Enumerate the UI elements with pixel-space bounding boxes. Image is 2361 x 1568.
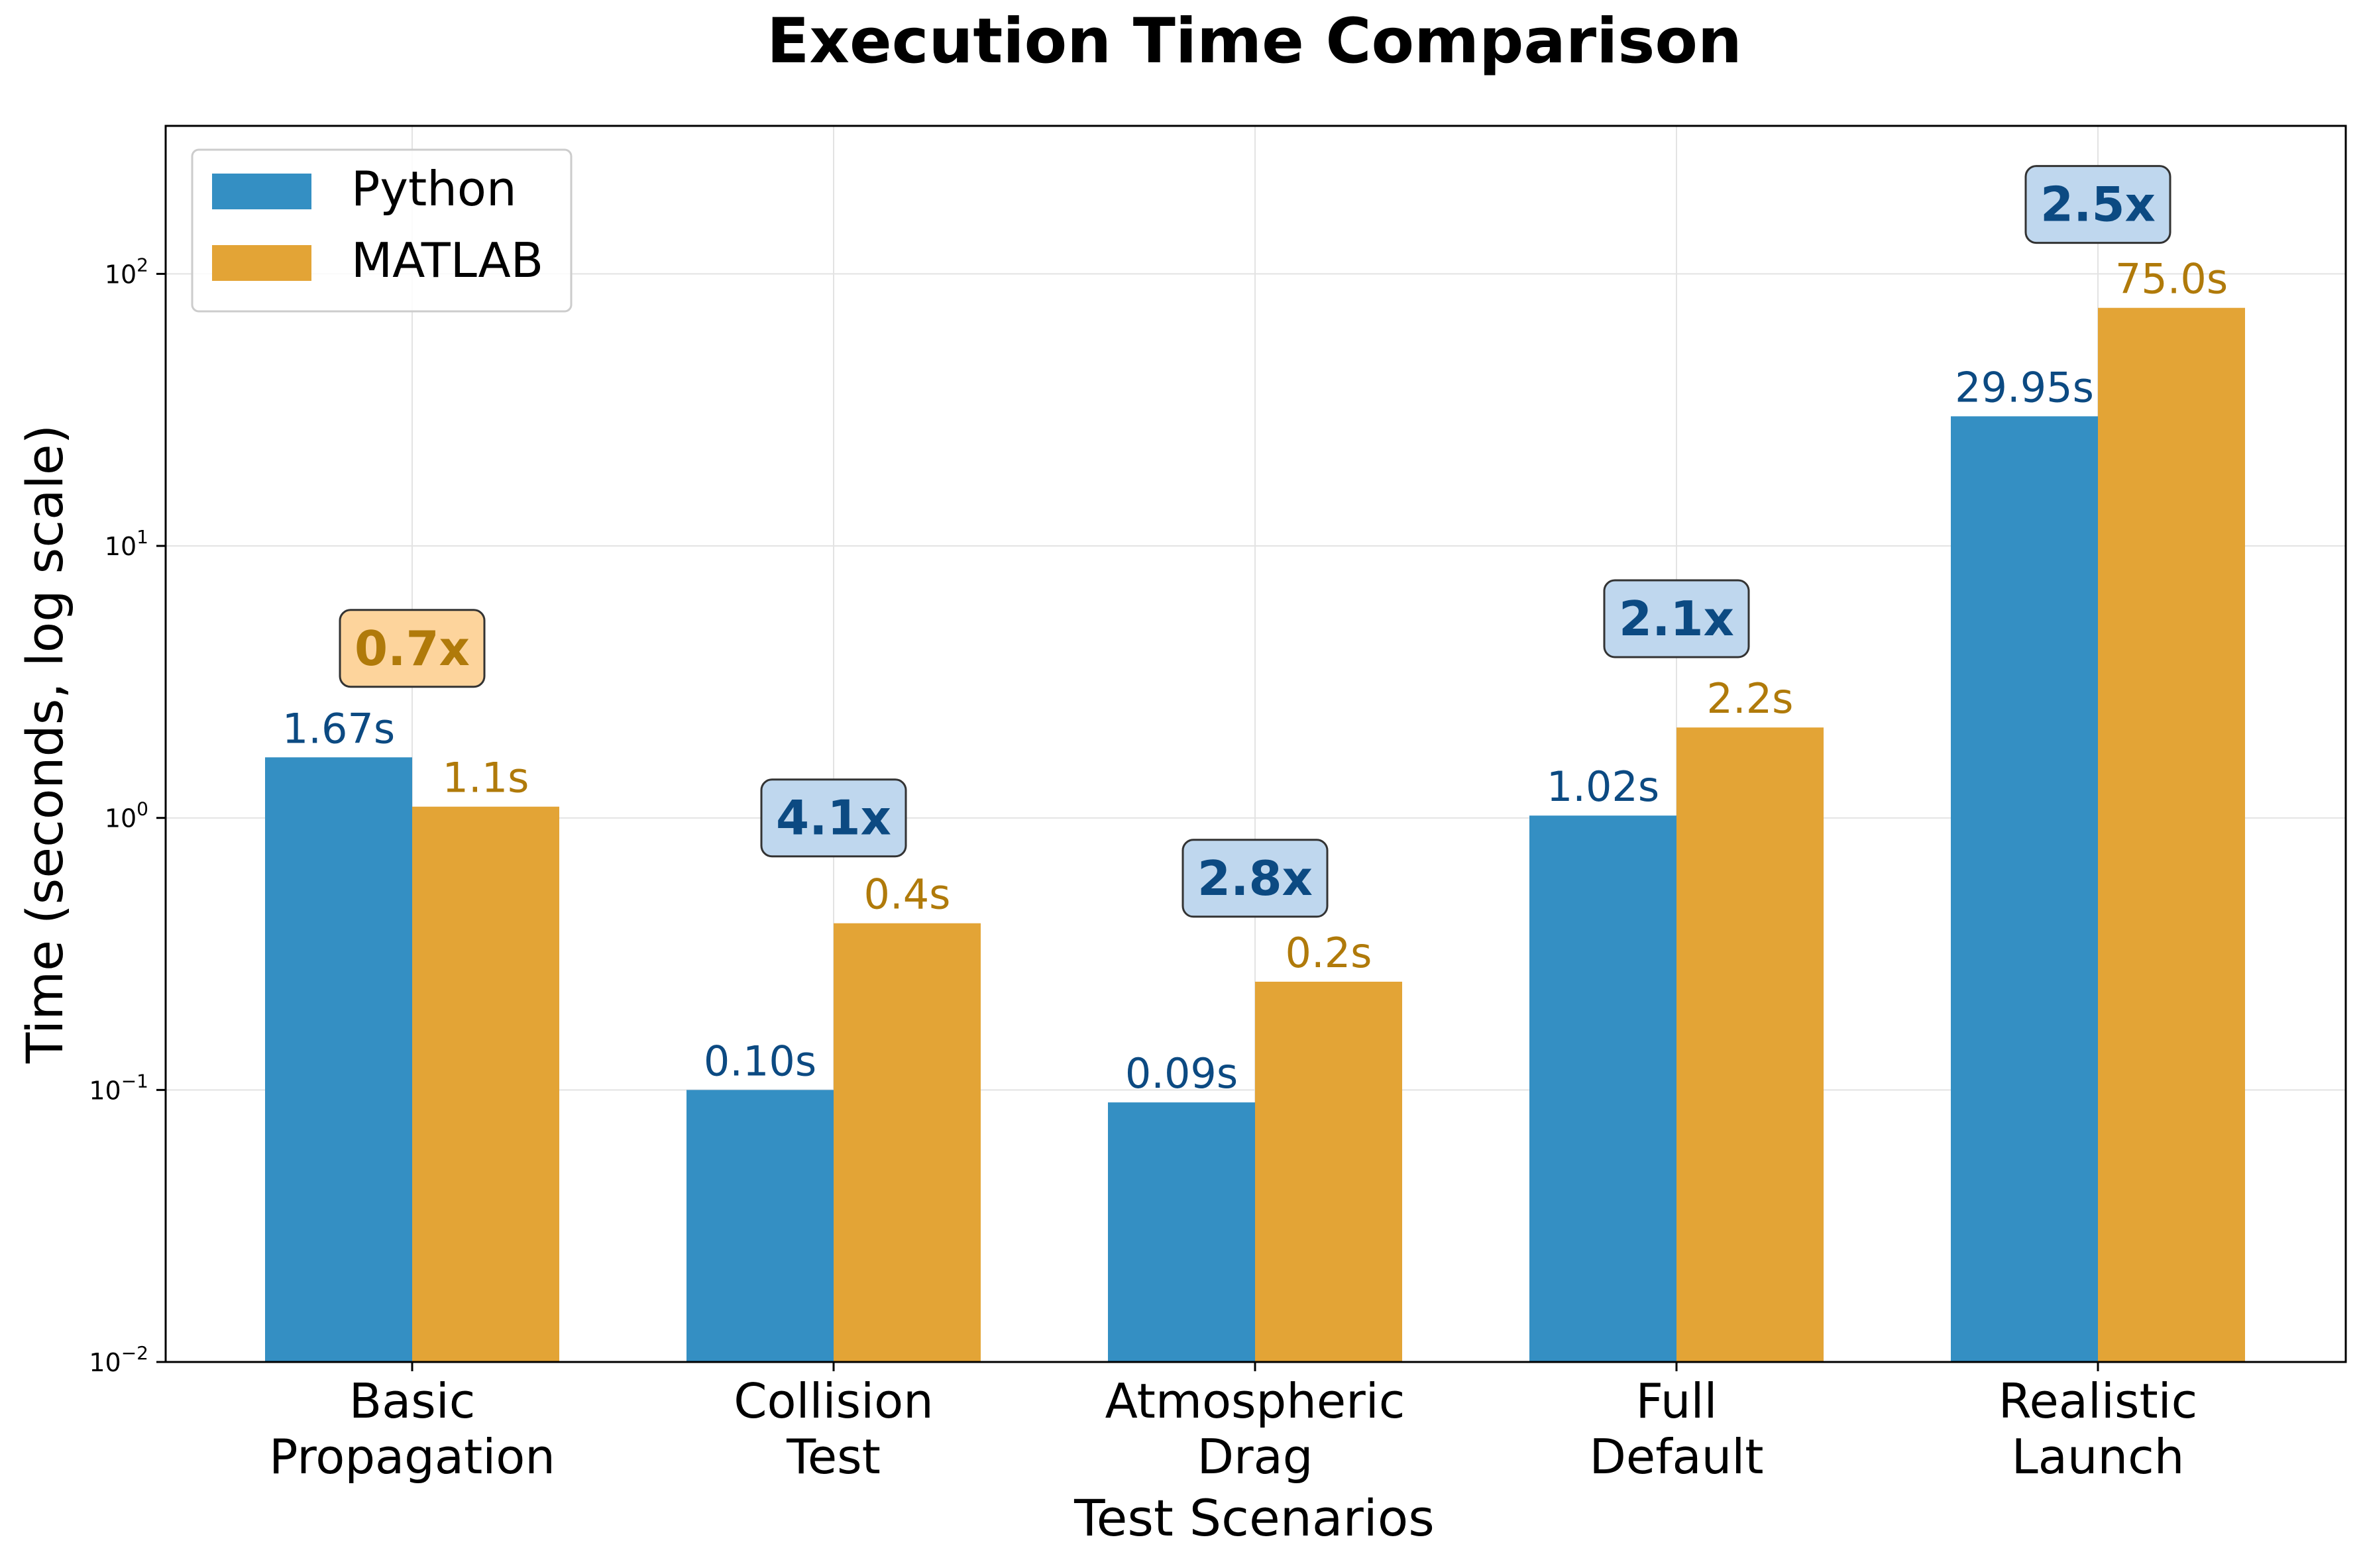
y-tick-exponent: 1 [137,526,148,548]
y-tick-label: 10−2 [89,1342,148,1377]
speedup-label: 2.1x [1619,591,1734,647]
value-label-matlab: 0.2s [1286,929,1372,977]
value-label-python: 1.02s [1547,762,1659,811]
y-tick-label: 100 [105,798,148,833]
speedup-label: 2.8x [1197,851,1313,906]
speedup-badges-layer: 0.7x 4.1x 2.8x 2.1x 2.5x [339,165,2171,918]
bar-matlab [1676,727,1824,1362]
y-tick-base: 10 [105,532,137,561]
y-tick-exponent: 0 [137,798,148,820]
value-label-python: 1.67s [282,704,395,753]
bar-python [686,1090,834,1362]
value-label-matlab: 2.2s [1707,674,1794,723]
speedup-badge [760,778,907,858]
x-tick-label: Basic [349,1373,476,1429]
y-tick-exponent: −2 [121,1342,148,1364]
y-tick-label: 101 [105,526,148,561]
value-label-matlab: 75.0s [2115,255,2228,303]
value-label-matlab: 0.4s [864,870,951,919]
y-tick-base: 10 [89,1076,121,1105]
legend: Python MATLAB [191,148,573,313]
y-tick-exponent: −1 [121,1070,148,1092]
bar-python [1951,416,2098,1363]
bar-python [1529,815,1676,1362]
speedup-label: 2.5x [2040,177,2156,233]
legend-swatch-python [212,174,311,209]
value-label-matlab: 1.1s [443,754,529,802]
speedup-badge [1603,579,1750,658]
value-label-python: 0.10s [704,1037,816,1085]
x-tick-label: Launch [2012,1429,2185,1485]
speedup-badge [2024,165,2171,244]
y-tick-base: 10 [105,804,137,833]
bar-matlab [412,806,559,1362]
speedup-label: 4.1x [776,790,891,846]
chart-title: Execution Time Comparison [767,5,1742,78]
x-tick-label: Test [786,1429,881,1485]
bar-python [1108,1102,1255,1362]
x-tick-label: Propagation [269,1429,555,1485]
legend-label-matlab: MATLAB [351,233,543,288]
value-labels-layer: 1.67s 1.1s 0.10s 0.4s 0.09s 0.2s 1.02s 2.2s 29.9… [282,255,2228,1098]
value-label-python: 0.09s [1125,1049,1238,1098]
speedup-badge [1181,839,1329,918]
x-axis-label: Test Scenarios [1073,1489,1435,1547]
bar-matlab [1255,981,1402,1362]
bar-python [265,757,412,1362]
y-axis-label: Time (seconds, log scale) [15,425,74,1064]
speedup-label: 0.7x [355,621,470,676]
legend-label-python: Python [351,161,517,217]
y-tick-label: 102 [105,254,148,289]
x-tick-label: Full [1635,1373,1717,1429]
x-tick-label: Default [1589,1429,1763,1485]
y-tick-base: 10 [105,260,137,289]
bar-matlab [2098,307,2245,1362]
x-tick-label: Realistic [1999,1373,2198,1429]
speedup-badge [339,609,486,688]
legend-swatch-matlab [212,245,311,281]
x-tick-label: Drag [1197,1429,1313,1485]
y-tick-exponent: 2 [137,254,148,276]
x-tick-label: Collision [734,1373,934,1429]
x-tick-label: Atmospheric [1105,1373,1405,1429]
y-tick-base: 10 [89,1348,121,1377]
y-tick-label: 10−1 [89,1070,148,1105]
value-label-python: 29.95s [1955,363,2094,411]
bars-layer [265,307,2245,1363]
bar-matlab [834,923,981,1362]
